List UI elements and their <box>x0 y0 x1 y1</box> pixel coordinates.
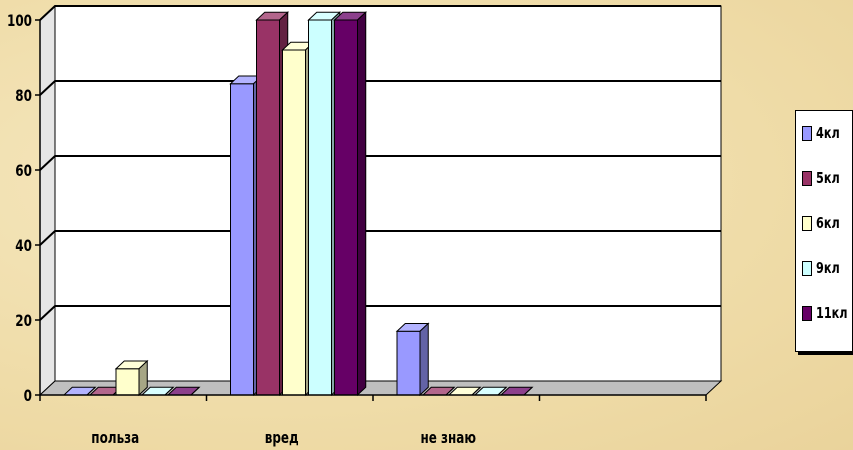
legend-label: 11кл <box>816 304 848 322</box>
plot-side-wall <box>40 6 55 395</box>
bar-5кл-вред <box>257 20 280 395</box>
legend-item: 5кл <box>802 168 848 188</box>
x-tick-label: польза <box>91 429 139 447</box>
y-tick-label: 40 <box>15 237 32 255</box>
bar-side-11кл-вред <box>358 12 366 395</box>
bar-6кл-польза <box>116 369 139 395</box>
y-tick-label: 20 <box>15 312 32 330</box>
legend-swatch <box>802 126 812 141</box>
legend-swatch <box>802 261 812 276</box>
legend-label: 6кл <box>816 214 840 232</box>
legend-swatch <box>802 216 812 231</box>
chart-legend: 4кл 5кл 6кл 9кл 11кл <box>795 110 853 352</box>
y-tick-label: 100 <box>7 12 32 30</box>
x-tick-label: не знаю <box>420 429 476 447</box>
legend-item: 11кл <box>802 303 853 323</box>
y-tick-label: 80 <box>15 87 32 105</box>
y-tick-label: 60 <box>15 162 32 180</box>
bar-6кл-вред <box>283 50 306 395</box>
legend-item: 4кл <box>802 123 848 143</box>
plot-area: 0 20 40 60 80 100 польза вред не знаю <box>7 6 721 448</box>
bar-9кл-вред <box>309 20 332 395</box>
legend-label: 4кл <box>816 124 840 142</box>
bar-side-4кл-не знаю <box>420 324 428 395</box>
bar-11кл-вред <box>335 20 358 395</box>
legend-label: 9кл <box>816 259 840 277</box>
bar-4кл-вред <box>231 84 254 395</box>
legend-label: 5кл <box>816 169 840 187</box>
legend-item: 9кл <box>802 258 848 278</box>
y-tick-label: 0 <box>24 387 32 405</box>
legend-swatch <box>802 171 812 186</box>
bar-4кл-не знаю <box>397 331 420 395</box>
plot-back-wall <box>55 6 721 381</box>
x-tick-label: вред <box>265 429 299 447</box>
legend-swatch <box>802 306 812 321</box>
legend-item: 6кл <box>802 213 848 233</box>
